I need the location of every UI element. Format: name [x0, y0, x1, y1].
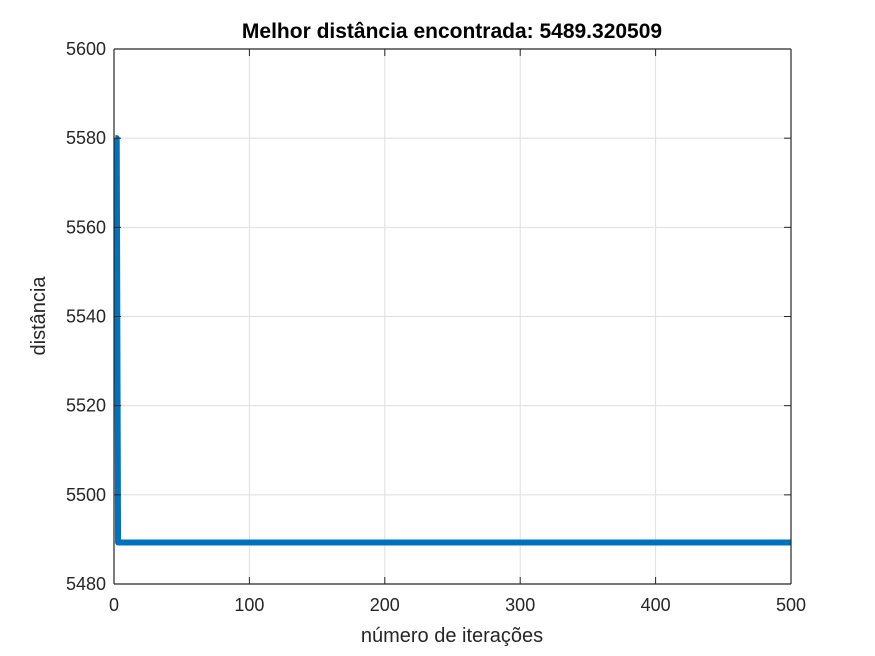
grid-lines [113, 48, 792, 585]
y-tick-labels: 5480 5500 5520 5540 5560 5580 5600 [66, 39, 106, 594]
y-tick-label: 5520 [66, 396, 106, 416]
y-tick-label: 5500 [66, 485, 106, 505]
y-tick-label: 5560 [66, 217, 106, 237]
x-tick-label: 0 [109, 595, 119, 615]
x-tick-label: 500 [776, 595, 806, 615]
y-tick-label: 5480 [66, 574, 106, 594]
x-tick-label: 200 [370, 595, 400, 615]
y-axis-label: distância [28, 276, 50, 356]
chart-title: Melhor distância encontrada: 5489.320509 [242, 20, 662, 43]
axes [113, 48, 792, 585]
y-tick-label: 5600 [66, 39, 106, 59]
x-tick-label: 400 [641, 595, 671, 615]
x-tick-label: 100 [234, 595, 264, 615]
y-tick-label: 5540 [66, 307, 106, 327]
x-tick-label: 300 [505, 595, 535, 615]
x-tick-labels: 0 100 200 300 400 500 [109, 595, 806, 615]
y-tick-label: 5580 [66, 128, 106, 148]
x-axis-label: número de iterações [361, 625, 543, 647]
